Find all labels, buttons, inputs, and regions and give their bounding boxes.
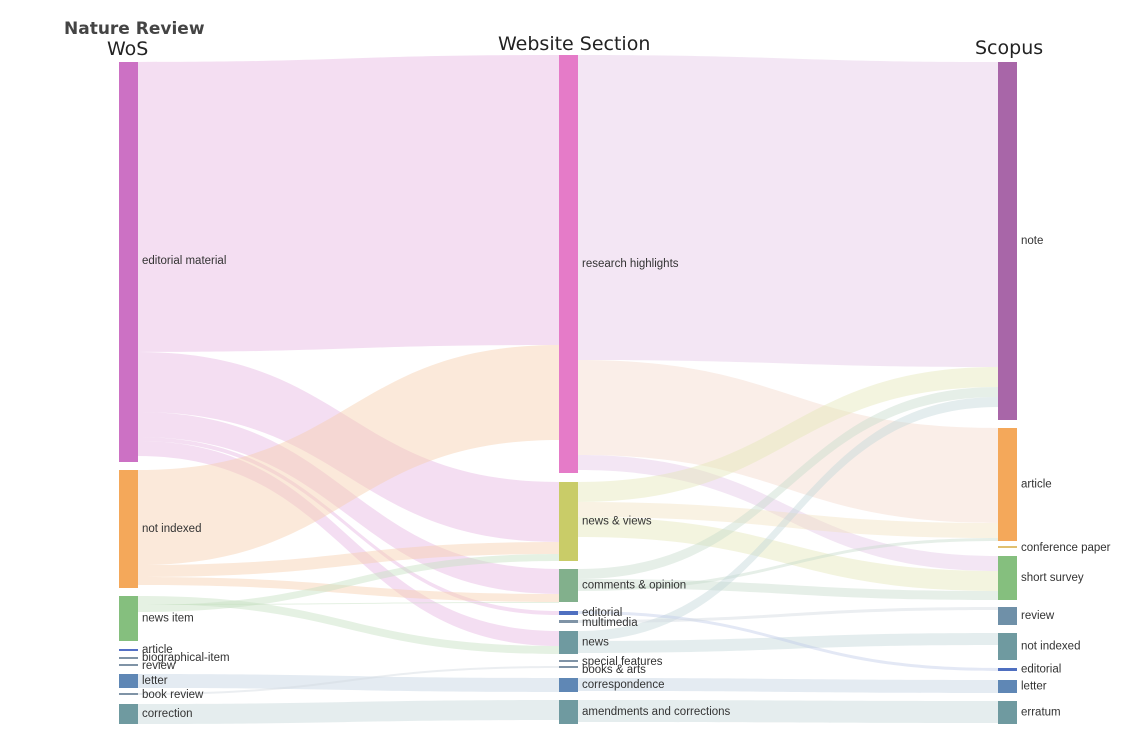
node-label-ws_amend: amendments and corrections [582,706,731,718]
node-ws_multimedia[interactable] [559,620,578,623]
node-label-sc_letter: letter [1021,681,1047,693]
node-label-ws_multimedia: multimedia [582,617,638,629]
node-wos_article[interactable] [119,649,138,651]
link-wos_editorial-to-ws_research [138,55,559,352]
link-wos_editorial-to-ws_news [138,441,559,646]
node-ws_special[interactable] [559,660,578,662]
link-wos_editorial-to-ws_editorial [138,437,559,615]
node-label-ws_newsviews: news & views [582,516,652,528]
node-ws_research[interactable] [559,55,578,473]
node-label-sc_note: note [1021,235,1043,247]
node-label-ws_comments: comments & opinion [582,580,686,592]
link-ws_research-to-sc_article [578,360,998,523]
node-wos_correction[interactable] [119,704,138,724]
node-label-ws_editorial: editorial [582,607,622,619]
link-wos_bookreview-to-ws_books [138,666,559,695]
link-ws_multimedia-to-sc_review [578,607,998,623]
node-label-sc_notindexed: not indexed [1021,641,1080,653]
node-wos_bookreview[interactable] [119,693,138,695]
node-label-wos_notindexed: not indexed [142,523,201,535]
node-label-wos_newsitem: news item [142,613,194,625]
sankey-nodes [119,55,1017,724]
node-label-ws_corresp: correspondence [582,679,664,691]
node-wos_bio[interactable] [119,657,138,659]
link-ws_corresp-to-sc_letter [578,678,998,693]
node-label-wos_correction: correction [142,708,193,720]
sankey-links [138,55,998,724]
header-website-section: Website Section [498,33,651,55]
link-ws_news-to-sc_note [578,397,998,641]
node-label-wos_letter: letter [142,675,168,687]
link-wos_letter-to-ws_corresp [138,674,559,692]
node-label-wos_article: article [142,644,173,656]
node-label-wos_bookreview: book review [142,689,204,701]
node-sc_conf[interactable] [998,546,1017,548]
link-wos_editorial-to-ws_newsviews [138,352,559,542]
header-scopus: Scopus [975,37,1044,59]
link-wos_correction-to-ws_amend [138,700,559,724]
link-ws_newsviews-to-sc_short [578,517,998,591]
node-sc_review[interactable] [998,607,1017,625]
node-sc_article[interactable] [998,428,1017,541]
node-label-wos_review: review [142,660,176,672]
node-ws_comments[interactable] [559,569,578,602]
node-sc_editorial[interactable] [998,668,1017,671]
node-label-ws_books: books & arts [582,664,646,676]
node-sc_notindexed[interactable] [998,633,1017,660]
link-wos_notindexed-to-ws_research [138,345,559,565]
node-label-ws_research: research highlights [582,258,679,270]
link-wos_notindexed-to-ws_newsviews [138,542,559,577]
node-sc_letter[interactable] [998,680,1017,693]
node-wos_editorial[interactable] [119,62,138,462]
node-label-ws_special: special features [582,656,663,668]
link-ws_research-to-sc_note [578,55,998,367]
node-wos_newsitem[interactable] [119,596,138,641]
node-label-sc_conf: conference paper [1021,542,1111,554]
sankey-labels: editorial material not indexed news item ar… [142,235,1111,720]
link-ws_newsviews-to-sc_note [578,367,998,502]
node-label-sc_short: short survey [1021,572,1084,584]
link-wos_notindexed-to-ws_comments [138,577,559,602]
link-wos_newsitem-to-ws_news [138,596,559,654]
node-ws_editorial[interactable] [559,611,578,615]
link-ws_research-to-sc_short [578,455,998,571]
node-wos_letter[interactable] [119,674,138,688]
link-ws_newsviews-to-sc_article [578,502,998,538]
node-sc_erratum[interactable] [998,701,1017,724]
link-ws_editorial-to-sc_editorial [578,611,998,671]
link-wos_editorial-to-ws_comments [138,412,559,594]
node-ws_books[interactable] [559,666,578,668]
node-ws_news[interactable] [559,631,578,654]
node-label-sc_review: review [1021,610,1055,622]
node-label-sc_article: article [1021,479,1052,491]
node-sc_note[interactable] [998,62,1017,420]
link-ws_comments-to-sc_note [578,387,998,579]
link-ws_news-to-sc_notindexed [578,633,998,653]
node-wos_notindexed[interactable] [119,470,138,588]
link-wos_newsitem-to-ws_comments [138,602,559,605]
header-nature-review: Nature Review [64,19,205,39]
node-ws_corresp[interactable] [559,678,578,692]
link-ws_comments-to-sc_article [578,538,998,591]
node-ws_amend[interactable] [559,700,578,724]
node-sc_short[interactable] [998,556,1017,600]
node-label-sc_editorial: editorial [1021,664,1061,676]
node-label-ws_news: news [582,637,609,649]
node-label-sc_erratum: erratum [1021,707,1061,719]
node-ws_newsviews[interactable] [559,482,578,561]
node-label-wos_editorial: editorial material [142,255,226,267]
header-wos: WoS [107,38,149,60]
node-label-wos_bio: biographical-item [142,652,230,664]
link-ws_amend-to-sc_erratum [578,700,998,723]
link-wos_newsitem-to-ws_newsviews [138,554,559,612]
link-ws_comments-to-sc_short [578,579,998,600]
node-wos_review[interactable] [119,664,138,666]
